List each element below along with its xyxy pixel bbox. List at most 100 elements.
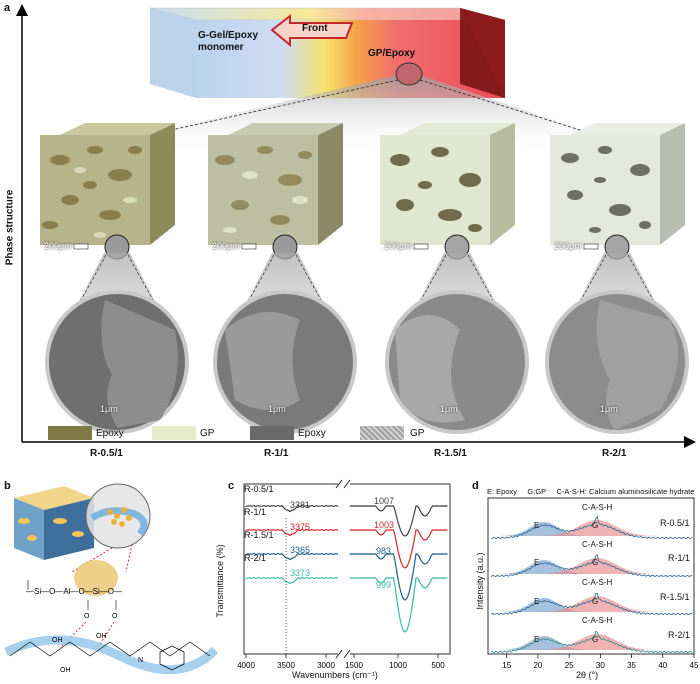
ftir-peak-sio-3: 983 [376, 546, 392, 556]
cube-r05 [40, 123, 189, 434]
ftir-peak-oh-1: 3381 [290, 500, 311, 510]
ftir-xtick-label: 3500 [277, 661, 295, 670]
xrd-xtick-label: 35 [627, 661, 636, 670]
xrd-series-label-2: R-1/1 [668, 553, 691, 563]
panel-letter-b: b [4, 480, 11, 492]
svg-text:N: N [138, 657, 143, 664]
ftir-xtick-label: 1000 [389, 661, 407, 670]
sample-label-3: R-1.5/1 [434, 448, 467, 459]
legend-label-gp-sem: GP [410, 428, 425, 439]
xrd-series-label-1: R-0.5/1 [660, 518, 690, 528]
xrd-ylabel-wrap: Intensity (a.u.) [474, 520, 486, 650]
sample-label-1: R-0.5/1 [90, 448, 123, 459]
sample-label-2: R-1/1 [264, 448, 289, 459]
ftir-xtick-label: 1500 [345, 661, 363, 670]
bar-right-text: GP/Epoxy [368, 48, 416, 59]
ftir-line-3 [245, 552, 448, 601]
ftir-ylabel: Transmittance (%) [215, 544, 225, 618]
xrd-pattern-line [491, 515, 693, 540]
xrd-e-4: E [534, 635, 540, 644]
svg-text:OH: OH [52, 637, 63, 644]
scale-top-2: 200μm [212, 241, 240, 251]
legend-swatch-epoxy [48, 426, 92, 440]
scale-sem-4: 1μm [600, 404, 618, 414]
ftir-chart: 4000 3500 3000 1500 1000 500 [237, 479, 451, 670]
xrd-cash-1: C-A-S-H [582, 503, 613, 512]
scale-sem-1: 1μm [100, 404, 118, 414]
xrd-e-3: E [534, 597, 540, 606]
legend-swatch-gp-sem [360, 426, 404, 440]
svg-text:OH: OH [60, 667, 71, 674]
xrd-cash-3: C-A-S-H [582, 578, 613, 587]
xrd-g-1: G [592, 521, 599, 530]
xrd-cash-4: C-A-S-H [582, 616, 613, 625]
panel-letter-d: d [472, 480, 479, 492]
ftir-series-label-1: R-0.5/1 [244, 484, 274, 494]
ftir-xtick-label: 4000 [237, 661, 255, 670]
xrd-xtick-label: 20 [533, 661, 542, 670]
ftir-line-1 [245, 504, 448, 537]
ftir-line-2 [245, 528, 448, 569]
ftir-peak-oh-4: 3373 [290, 568, 311, 578]
ftir-peak-oh-2: 3375 [290, 522, 311, 532]
ftir-series-label-4: R-2/1 [244, 553, 267, 563]
ftir-series [245, 504, 448, 633]
legend-label-gp: GP [200, 428, 215, 439]
xrd-gp-hump [537, 634, 663, 650]
scale-sem-2: 1μm [268, 404, 286, 414]
xrd-xtick-label: 25 [565, 661, 574, 670]
xrd-xtick-label: 15 [502, 661, 511, 670]
legend-label-epoxy-sem: Epoxy [298, 428, 326, 439]
cube-r21 [545, 123, 689, 434]
xrd-pattern-line [490, 592, 693, 616]
xrd-e-2: E [534, 558, 540, 567]
bar-left-text: G-Gel/Epoxy monomer [198, 30, 259, 53]
legend-label-epoxy: Epoxy [96, 428, 124, 439]
ftir-peak-sio-4: 999 [376, 580, 392, 590]
ftir-peak-sio-1: 1007 [374, 496, 395, 506]
xrd-xtick-label: 40 [658, 661, 667, 670]
xrd-header: E: Epoxy G:GP C-A-S-H: Calcium aluminosi… [487, 487, 695, 496]
scale-top-1: 200μm [44, 241, 72, 251]
xrd-e-1: E [534, 521, 540, 530]
panel-letter-c: c [228, 480, 235, 492]
sample-label-4: R-2/1 [602, 448, 627, 459]
xrd-series-label-4: R-2/1 [668, 630, 691, 640]
xrd-g-4: G [592, 635, 599, 644]
ftir-line-4 [245, 576, 448, 633]
xrd-series [490, 515, 693, 654]
xrd-g-2: G [592, 558, 599, 567]
ftir-series-label-3: R-1.5/1 [244, 530, 274, 540]
xrd-xtick-label: 30 [596, 661, 605, 670]
xrd-xlabel: 2θ (°) [576, 670, 599, 680]
molecular-schematic: —Si—O—Al—O—Si—O— O O OH OH OH N [4, 483, 219, 675]
xrd-pattern-line [490, 553, 693, 578]
xrd-xticks: 15 20 25 30 35 40 45 [502, 654, 698, 670]
scale-top-3: 200μm [384, 241, 412, 251]
scale-top-4: 200μm [554, 241, 582, 251]
cubes-svg [40, 123, 689, 434]
ftir-series-label-2: R-1/1 [244, 507, 267, 517]
panel-letter-a: a [4, 2, 11, 14]
bar-front-text: Front [302, 23, 328, 34]
scale-sem-3: 1μm [440, 404, 458, 414]
xrd-pattern-line [491, 630, 693, 654]
svg-text:—Si—O—Al—O—Si—O—: —Si—O—Al—O—Si—O— [26, 587, 122, 596]
legend-swatch-epoxy-sem [250, 426, 294, 440]
xrd-cash-2: C-A-S-H [582, 540, 613, 549]
ftir-xticks: 4000 3500 3000 1500 1000 500 [237, 654, 445, 670]
svg-text:O: O [84, 613, 90, 620]
ftir-ylabel-wrap: Transmittance (%) [214, 520, 226, 650]
legend-swatch-gp [152, 426, 196, 440]
cube-r151 [380, 123, 529, 434]
svg-text:OH: OH [96, 633, 107, 640]
ftir-xtick-label: 3000 [317, 661, 335, 670]
ftir-xlabel: Wavenumbers (cm⁻¹) [292, 670, 378, 680]
xrd-frame [487, 497, 695, 655]
svg-text:O: O [112, 613, 118, 620]
cube-r11 [208, 123, 357, 434]
xrd-g-3: G [592, 597, 599, 606]
ftir-peak-oh-3: 3365 [290, 545, 311, 555]
xrd-xtick-label: 45 [690, 661, 698, 670]
ftir-peak-sio-2: 1003 [374, 520, 395, 530]
